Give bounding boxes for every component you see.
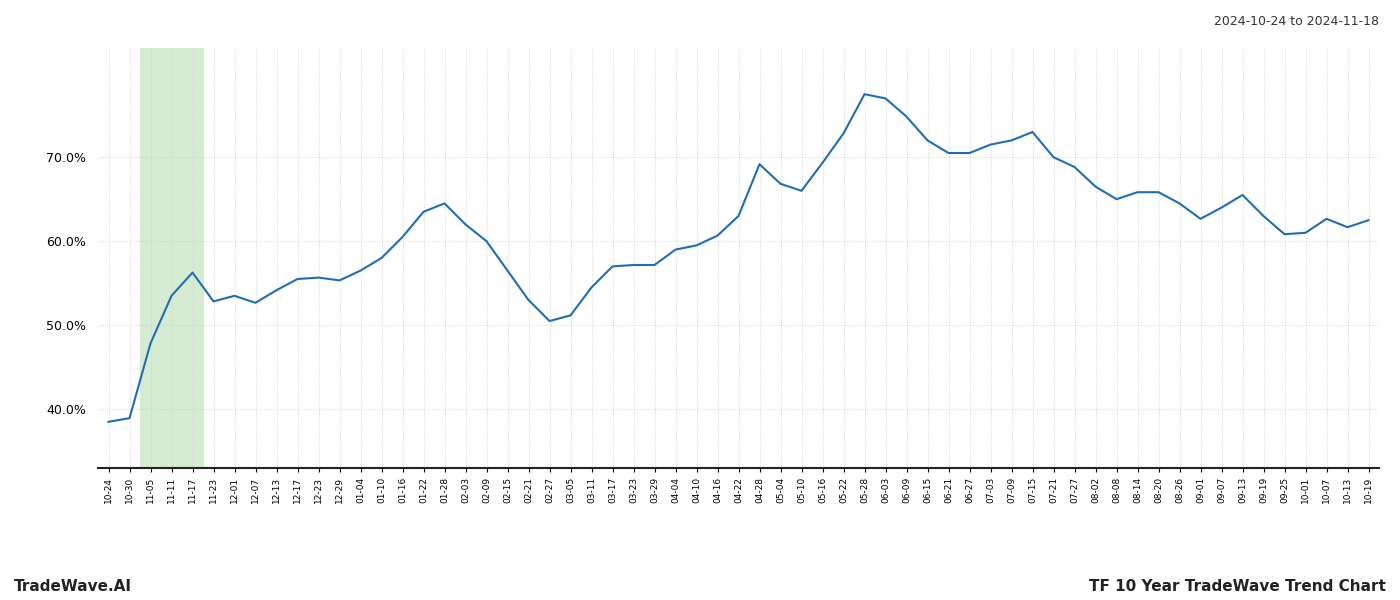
Bar	[140, 48, 203, 468]
Text: 2024-10-24 to 2024-11-18: 2024-10-24 to 2024-11-18	[1214, 15, 1379, 28]
Text: TradeWave.AI: TradeWave.AI	[14, 579, 132, 594]
Text: TF 10 Year TradeWave Trend Chart: TF 10 Year TradeWave Trend Chart	[1089, 579, 1386, 594]
